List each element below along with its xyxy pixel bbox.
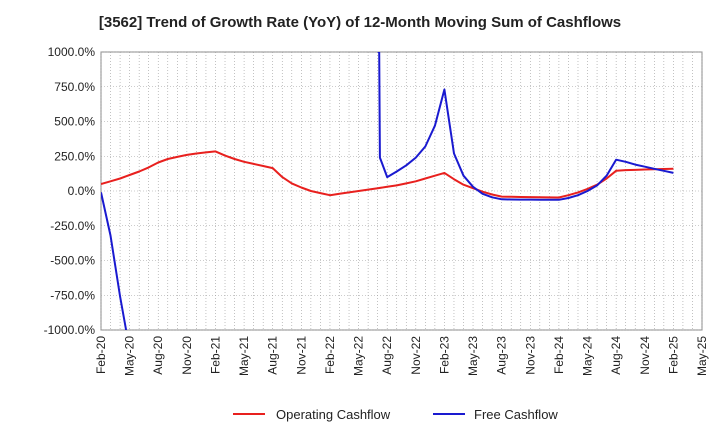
x-tick-label: Feb-22	[323, 336, 337, 374]
series-line-free-cashflow	[377, 52, 674, 201]
x-tick-label: May-23	[466, 336, 480, 376]
y-tick-label: -1000.0%	[44, 323, 96, 337]
y-tick-label: 1000.0%	[48, 45, 96, 59]
x-tick-label: Aug-23	[495, 336, 509, 375]
chart-title: [3562] Trend of Growth Rate (YoY) of 12-…	[98, 14, 622, 31]
x-tick-label: Aug-20	[151, 336, 165, 375]
y-tick-label: -250.0%	[50, 219, 95, 233]
series-line-free-cashflow	[101, 192, 128, 330]
x-tick-label: Nov-24	[638, 336, 652, 375]
legend-label: Free Cashflow	[474, 407, 558, 422]
x-tick-label: May-25	[695, 336, 709, 376]
x-tick-label: Aug-24	[609, 336, 623, 375]
legend-item: Free Cashflow	[433, 407, 558, 422]
x-tick-label: Aug-21	[266, 336, 280, 375]
x-tick-label: May-21	[237, 336, 251, 376]
y-tick-label: 750.0%	[54, 80, 95, 94]
axis-layer: 1000.0% 750.0% 500.0% 250.0% 0.0% -250.0% -500…	[44, 45, 709, 376]
x-tick-label: May-20	[123, 336, 137, 376]
y-tick-label: 0.0%	[68, 184, 96, 198]
series-line-operating-cashflow	[101, 150, 674, 199]
legend-item: Operating Cashflow	[233, 407, 391, 422]
x-tick-label: May-24	[581, 336, 595, 376]
legend: Operating Cashflow Free Cashflow	[233, 407, 558, 422]
grid-layer	[100, 51, 703, 331]
legend-label: Operating Cashflow	[276, 407, 391, 422]
x-tick-label: Feb-25	[666, 336, 680, 374]
x-tick-label: Nov-22	[409, 336, 423, 375]
y-tick-label: 250.0%	[54, 149, 95, 163]
series-layer	[101, 52, 674, 330]
y-tick-label: -750.0%	[50, 288, 95, 302]
x-tick-label: Nov-21	[294, 336, 308, 375]
x-tick-label: Feb-20	[94, 336, 108, 374]
y-tick-label: -500.0%	[50, 254, 95, 268]
x-tick-label: Nov-20	[180, 336, 194, 375]
x-tick-label: Nov-23	[523, 336, 537, 375]
x-tick-label: Feb-21	[208, 336, 222, 374]
x-tick-label: Aug-22	[380, 336, 394, 375]
y-tick-label: 500.0%	[54, 115, 95, 129]
x-tick-label: Feb-24	[552, 336, 566, 374]
x-tick-label: Feb-23	[437, 336, 451, 374]
x-tick-label: May-22	[352, 336, 366, 376]
